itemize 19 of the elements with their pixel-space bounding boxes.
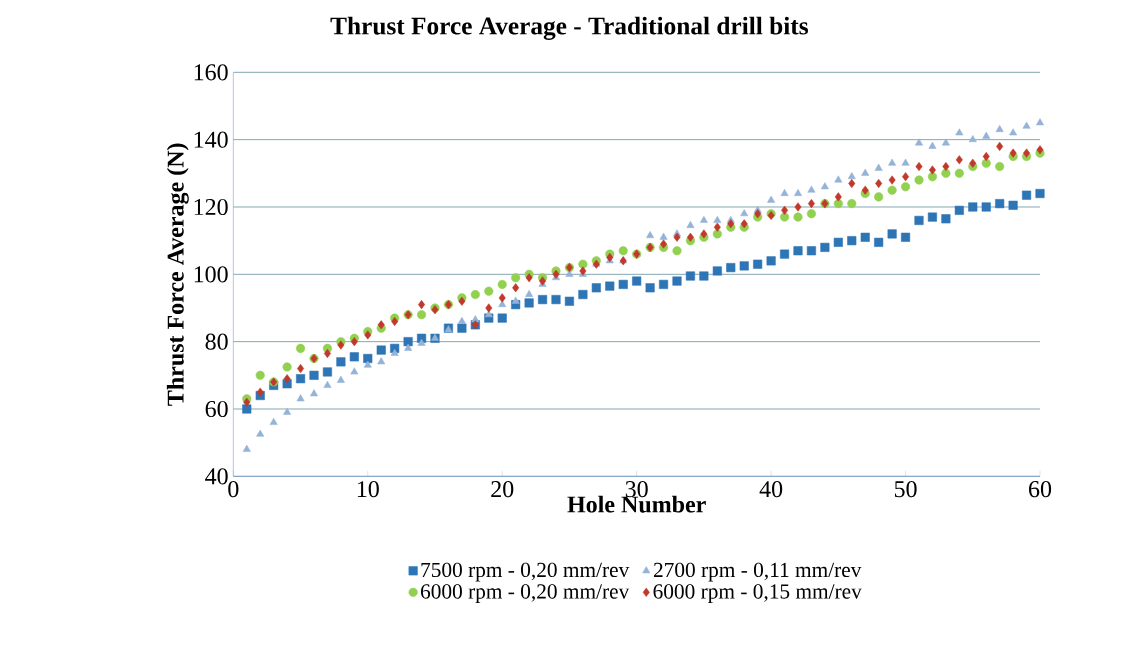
y-tick-label: 40 xyxy=(205,468,228,485)
y-tick-label: 100 xyxy=(194,266,228,283)
y-tick-label: 120 xyxy=(194,198,228,216)
y-tick-label: 160 xyxy=(194,64,228,81)
x-tick-label: 20 xyxy=(491,481,514,498)
legend-label: 6000 rpm - 0,15 mm/rev xyxy=(653,584,862,603)
y-tick-label: 80 xyxy=(205,333,228,350)
legend-label: 7500 rpm - 0,20 mm/rev xyxy=(421,562,630,582)
x-tick-label: 40 xyxy=(759,481,783,498)
chart-title: Thrust Force Average - Traditional drill bits xyxy=(330,16,808,40)
x-tick-label: 60 xyxy=(1029,481,1052,498)
y-tick-label: 140 xyxy=(194,131,228,148)
y-tick-label: 60 xyxy=(205,400,228,418)
y-axis-title: Thrust Force Average (N) xyxy=(166,143,189,406)
x-tick-label: 50 xyxy=(894,481,917,498)
x-tick-label: 10 xyxy=(357,481,379,498)
x-tick-label: 0 xyxy=(228,481,239,498)
legend-label: 6000 rpm - 0,20 mm/rev xyxy=(421,584,630,603)
legend-label: 2700 rpm - 0,11 mm/rev xyxy=(653,562,862,582)
